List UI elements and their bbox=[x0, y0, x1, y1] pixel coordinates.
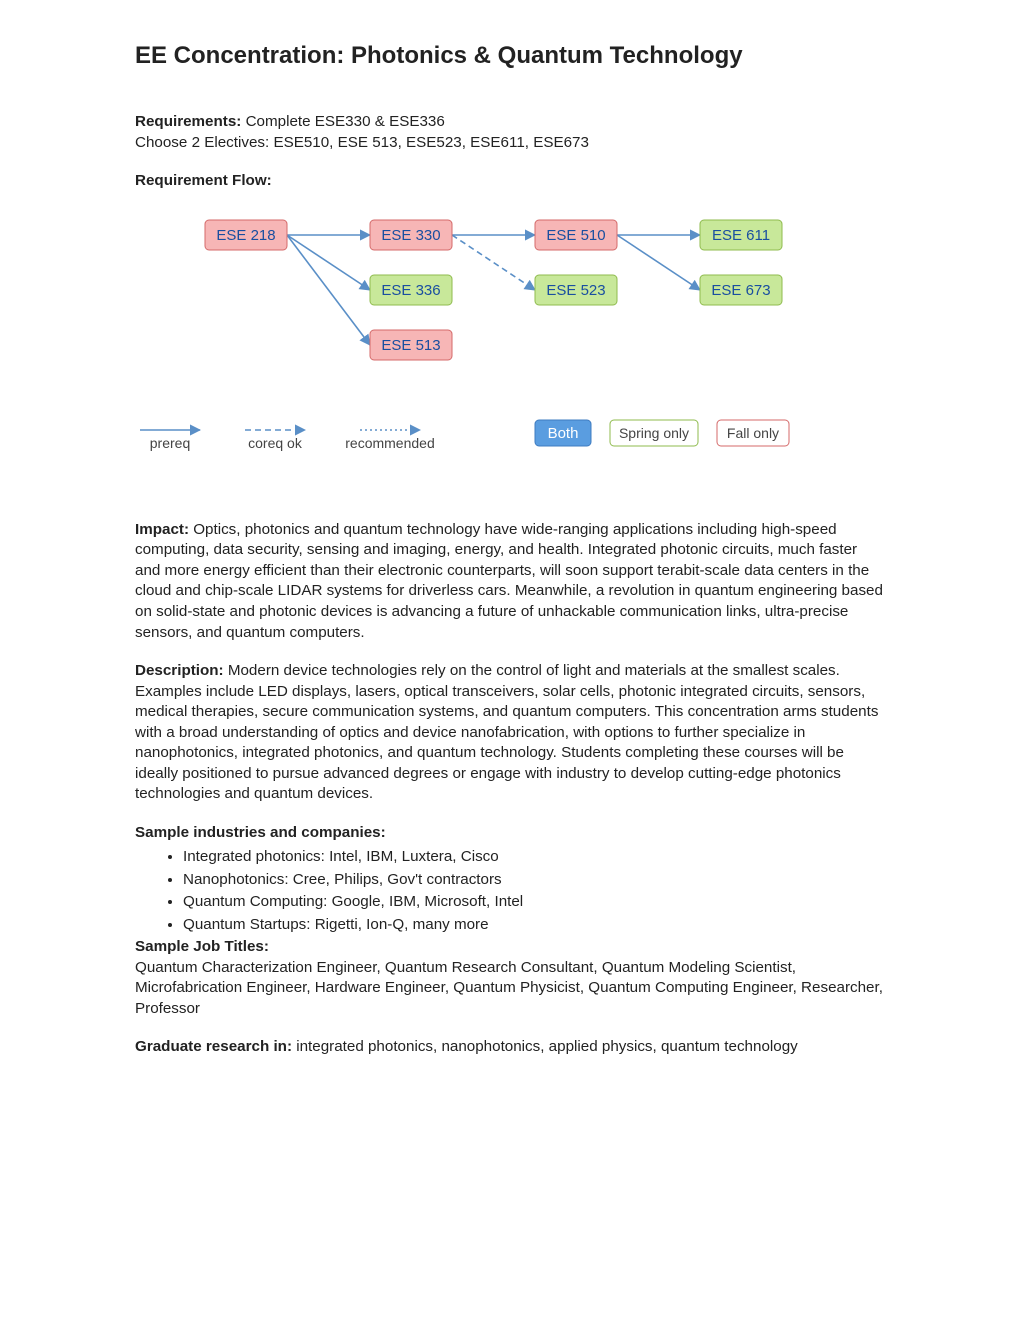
svg-text:Both: Both bbox=[548, 425, 579, 442]
industries-block: Sample industries and companies: Integra… bbox=[135, 823, 885, 936]
svg-text:prereq: prereq bbox=[150, 435, 190, 451]
impact-label: Impact: bbox=[135, 521, 189, 538]
grad-block: Graduate research in: integrated photoni… bbox=[135, 1037, 885, 1058]
document-page: EE Concentration: Photonics & Quantum Te… bbox=[0, 0, 1020, 1118]
jobs-text: Quantum Characterization Engineer, Quant… bbox=[135, 959, 883, 1017]
requirements-line1: Complete ESE330 & ESE336 bbox=[241, 113, 444, 130]
svg-text:ESE 510: ESE 510 bbox=[546, 227, 605, 244]
list-item: Quantum Computing: Google, IBM, Microsof… bbox=[183, 892, 885, 913]
svg-text:coreq ok: coreq ok bbox=[248, 435, 303, 451]
grad-text: integrated photonics, nanophotonics, app… bbox=[292, 1038, 798, 1055]
page-title: EE Concentration: Photonics & Quantum Te… bbox=[135, 40, 885, 72]
flow-heading: Requirement Flow: bbox=[135, 171, 885, 192]
svg-text:ESE 330: ESE 330 bbox=[381, 227, 440, 244]
svg-text:ESE 611: ESE 611 bbox=[712, 227, 770, 244]
description-text: Modern device technologies rely on the c… bbox=[135, 662, 878, 802]
industries-list: Integrated photonics: Intel, IBM, Luxter… bbox=[135, 847, 885, 935]
requirements-line2: Choose 2 Electives: ESE510, ESE 513, ESE… bbox=[135, 134, 589, 151]
svg-text:ESE 336: ESE 336 bbox=[381, 282, 440, 299]
description-paragraph: Description: Modern device technologies … bbox=[135, 661, 885, 805]
list-item: Nanophotonics: Cree, Philips, Gov't cont… bbox=[183, 870, 885, 891]
jobs-block: Sample Job Titles: Quantum Characterizat… bbox=[135, 937, 885, 1019]
impact-paragraph: Impact: Optics, photonics and quantum te… bbox=[135, 520, 885, 643]
industries-label: Sample industries and companies: bbox=[135, 824, 386, 841]
requirements-label: Requirements: bbox=[135, 113, 241, 130]
flowchart-svg: ESE 218 ESE 330 ESE 510 ESE 611 ESE 336 ESE 5… bbox=[135, 210, 885, 490]
svg-text:Fall only: Fall only bbox=[727, 425, 779, 441]
svg-text:ESE 673: ESE 673 bbox=[711, 282, 770, 299]
impact-text: Optics, photonics and quantum technology… bbox=[135, 521, 883, 641]
list-item: Quantum Startups: Rigetti, Ion-Q, many m… bbox=[183, 915, 885, 936]
svg-text:Spring only: Spring only bbox=[619, 425, 689, 441]
description-label: Description: bbox=[135, 662, 224, 679]
grad-label: Graduate research in: bbox=[135, 1038, 292, 1055]
list-item: Integrated photonics: Intel, IBM, Luxter… bbox=[183, 847, 885, 868]
svg-text:ESE 523: ESE 523 bbox=[546, 282, 605, 299]
flow-label: Requirement Flow: bbox=[135, 172, 272, 189]
requirements-block: Requirements: Complete ESE330 & ESE336 C… bbox=[135, 112, 885, 153]
svg-text:ESE 513: ESE 513 bbox=[381, 337, 440, 354]
requirement-flowchart: ESE 218 ESE 330 ESE 510 ESE 611 ESE 336 ESE 5… bbox=[135, 210, 885, 490]
svg-text:ESE 218: ESE 218 bbox=[216, 227, 275, 244]
jobs-label: Sample Job Titles: bbox=[135, 938, 269, 955]
svg-text:recommended: recommended bbox=[345, 435, 435, 451]
